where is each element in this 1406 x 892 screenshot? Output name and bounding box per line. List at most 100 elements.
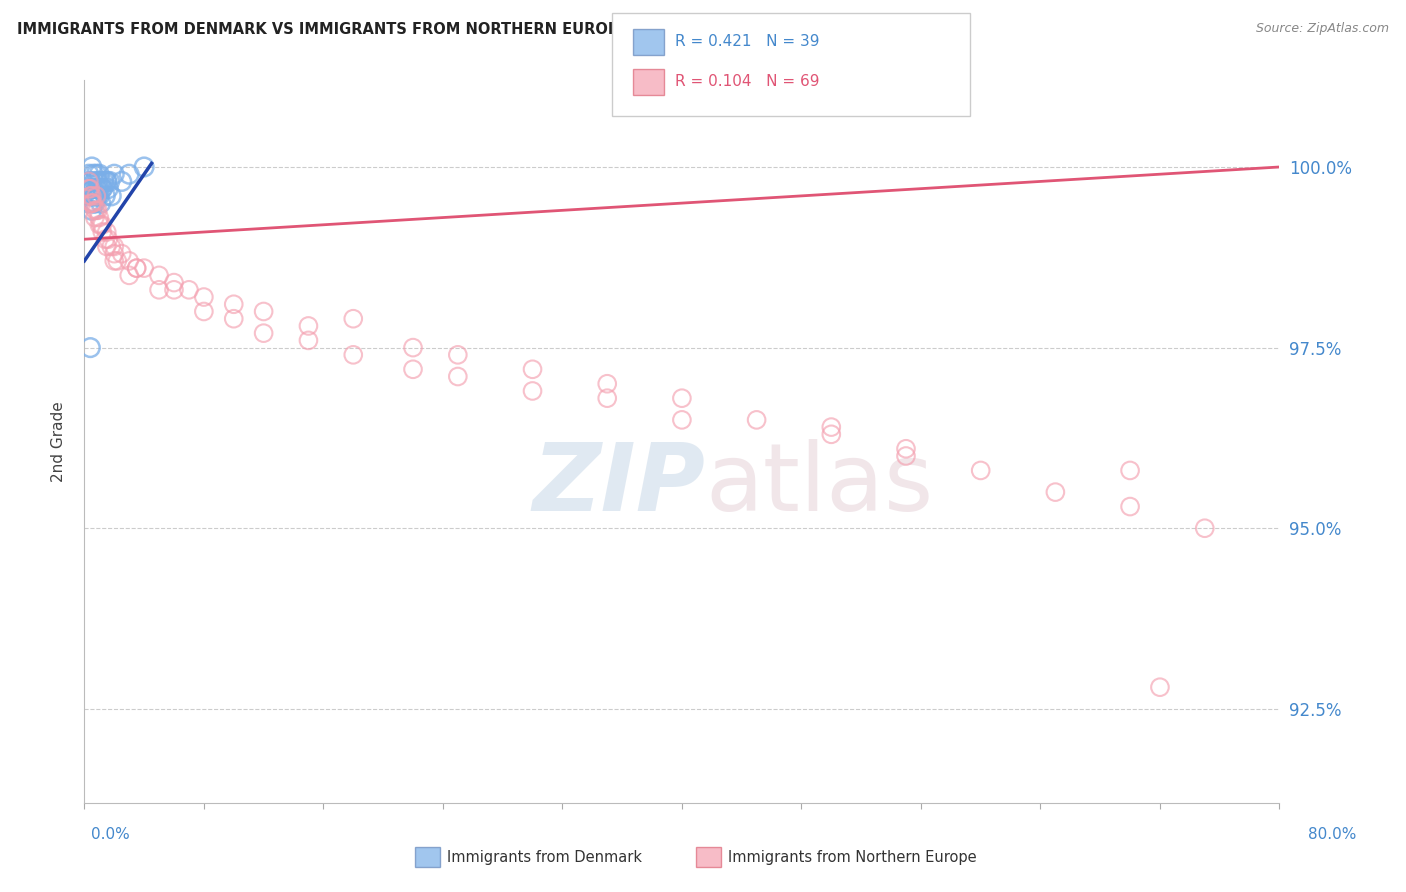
Point bbox=[125, 261, 148, 276]
Point bbox=[96, 174, 118, 188]
Text: R = 0.421   N = 39: R = 0.421 N = 39 bbox=[675, 34, 820, 48]
Point bbox=[77, 167, 100, 181]
Point bbox=[222, 311, 245, 326]
Point bbox=[745, 413, 768, 427]
Point bbox=[1119, 463, 1142, 477]
Point bbox=[111, 174, 134, 188]
Point bbox=[77, 196, 100, 211]
Point bbox=[83, 189, 105, 203]
Point bbox=[148, 268, 170, 283]
Text: Source: ZipAtlas.com: Source: ZipAtlas.com bbox=[1256, 22, 1389, 36]
Text: atlas: atlas bbox=[706, 439, 934, 531]
Point bbox=[86, 189, 108, 203]
Point bbox=[253, 304, 276, 318]
Point bbox=[82, 189, 104, 203]
Point bbox=[96, 225, 118, 239]
Point bbox=[297, 318, 319, 333]
Point bbox=[103, 239, 125, 253]
Point bbox=[671, 391, 693, 405]
Point bbox=[894, 442, 917, 456]
Point bbox=[80, 182, 103, 196]
Point bbox=[163, 276, 186, 290]
Point bbox=[80, 196, 103, 211]
Point bbox=[596, 376, 619, 391]
Text: 0.0%: 0.0% bbox=[91, 827, 131, 841]
Point bbox=[193, 304, 215, 318]
Point bbox=[148, 283, 170, 297]
Point bbox=[82, 196, 104, 211]
Point bbox=[96, 174, 118, 188]
Point bbox=[297, 334, 319, 348]
Point bbox=[77, 174, 100, 188]
Point bbox=[83, 196, 105, 211]
Point bbox=[193, 290, 215, 304]
Point bbox=[86, 203, 108, 218]
Point bbox=[111, 246, 134, 260]
Point bbox=[91, 182, 114, 196]
Point bbox=[93, 174, 115, 188]
Point bbox=[132, 261, 156, 276]
Point bbox=[86, 189, 108, 203]
Point bbox=[83, 203, 105, 218]
Point bbox=[90, 174, 112, 188]
Point bbox=[97, 182, 120, 196]
Point bbox=[671, 413, 693, 427]
Point bbox=[87, 182, 110, 196]
Point bbox=[132, 160, 156, 174]
Point bbox=[402, 362, 425, 376]
Point bbox=[447, 369, 470, 384]
Point bbox=[177, 283, 200, 297]
Point bbox=[80, 196, 103, 211]
Point bbox=[103, 167, 125, 181]
Point bbox=[100, 189, 122, 203]
Point bbox=[522, 362, 544, 376]
Point bbox=[87, 203, 110, 218]
Point bbox=[87, 189, 110, 203]
Point bbox=[118, 268, 141, 283]
Point bbox=[97, 232, 120, 246]
Point bbox=[1149, 680, 1171, 694]
Point bbox=[94, 232, 117, 246]
Point bbox=[91, 225, 114, 239]
Point bbox=[163, 283, 186, 297]
Point bbox=[89, 167, 111, 181]
Point bbox=[1119, 500, 1142, 514]
Point bbox=[100, 239, 122, 253]
Point bbox=[522, 384, 544, 398]
Point bbox=[94, 189, 117, 203]
Point bbox=[105, 254, 128, 268]
Point bbox=[1194, 521, 1216, 535]
Text: Immigrants from Denmark: Immigrants from Denmark bbox=[447, 850, 643, 864]
Point bbox=[96, 239, 118, 253]
Point bbox=[103, 246, 125, 260]
Point bbox=[253, 326, 276, 341]
Point bbox=[342, 348, 364, 362]
Text: Immigrants from Northern Europe: Immigrants from Northern Europe bbox=[728, 850, 977, 864]
Text: ZIP: ZIP bbox=[533, 439, 706, 531]
Point bbox=[89, 211, 111, 225]
Point bbox=[970, 463, 993, 477]
Point bbox=[89, 189, 111, 203]
Text: R = 0.104   N = 69: R = 0.104 N = 69 bbox=[675, 74, 820, 88]
Point bbox=[79, 189, 101, 203]
Point bbox=[820, 420, 842, 434]
Point bbox=[596, 391, 619, 405]
Point bbox=[222, 297, 245, 311]
Y-axis label: 2nd Grade: 2nd Grade bbox=[51, 401, 66, 482]
Point bbox=[89, 218, 111, 232]
Point bbox=[80, 160, 103, 174]
Point bbox=[98, 174, 121, 188]
Point bbox=[86, 182, 108, 196]
Point bbox=[90, 218, 112, 232]
Point bbox=[79, 341, 101, 355]
Point bbox=[1045, 485, 1067, 500]
Point bbox=[402, 341, 425, 355]
Point bbox=[80, 189, 103, 203]
Point bbox=[103, 254, 125, 268]
Point bbox=[82, 196, 104, 211]
Point bbox=[79, 174, 101, 188]
Point bbox=[83, 211, 105, 225]
Point bbox=[82, 182, 104, 196]
Text: IMMIGRANTS FROM DENMARK VS IMMIGRANTS FROM NORTHERN EUROPE 2ND GRADE CORRELATION: IMMIGRANTS FROM DENMARK VS IMMIGRANTS FR… bbox=[17, 22, 911, 37]
Point bbox=[820, 427, 842, 442]
